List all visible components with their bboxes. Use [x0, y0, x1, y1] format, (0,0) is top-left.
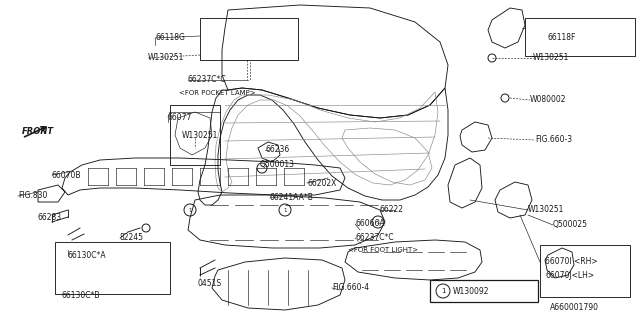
Text: 66130C*B: 66130C*B — [62, 292, 100, 300]
Text: 66077: 66077 — [168, 113, 193, 122]
Text: 66237C*C: 66237C*C — [355, 234, 394, 243]
Text: FIG.660-4: FIG.660-4 — [332, 284, 369, 292]
Bar — [525, 18, 635, 56]
Bar — [540, 245, 630, 297]
Text: W130251: W130251 — [148, 53, 184, 62]
Text: 66241AA*B: 66241AA*B — [270, 194, 314, 203]
Text: <FOR POCKET LAMP>: <FOR POCKET LAMP> — [179, 90, 255, 96]
Bar — [200, 18, 298, 60]
Text: 82245: 82245 — [120, 234, 144, 243]
Text: FIG.660-3: FIG.660-3 — [535, 135, 572, 145]
Text: 0451S: 0451S — [197, 278, 221, 287]
Text: <FOR FOOT LIGHT>: <FOR FOOT LIGHT> — [348, 247, 418, 253]
Text: W130251: W130251 — [528, 205, 564, 214]
Text: 1: 1 — [188, 207, 192, 212]
Bar — [55, 242, 170, 294]
Text: 1: 1 — [441, 288, 445, 294]
Text: 66283: 66283 — [38, 213, 62, 222]
Text: FIG.830: FIG.830 — [18, 191, 47, 201]
Text: Q500013: Q500013 — [260, 161, 295, 170]
Text: 66130C*A: 66130C*A — [68, 252, 107, 260]
Text: 66222: 66222 — [380, 205, 404, 214]
Text: 66066A: 66066A — [355, 220, 385, 228]
Text: 66236: 66236 — [265, 146, 289, 155]
Text: W130092: W130092 — [453, 286, 490, 295]
Text: W130251: W130251 — [182, 132, 218, 140]
Text: W130251: W130251 — [533, 53, 570, 62]
Text: 66070I <RH>: 66070I <RH> — [545, 258, 598, 267]
Text: 66118G: 66118G — [155, 34, 185, 43]
Text: Q500025: Q500025 — [553, 220, 588, 229]
Text: 1: 1 — [284, 207, 287, 212]
Text: FRONT: FRONT — [22, 127, 54, 137]
Text: W080002: W080002 — [530, 95, 566, 105]
Text: 66070J<LH>: 66070J<LH> — [545, 270, 594, 279]
Text: 66202X: 66202X — [307, 179, 337, 188]
Text: 66237C*C: 66237C*C — [188, 76, 227, 84]
Text: 66070B: 66070B — [52, 171, 81, 180]
Text: 66118F: 66118F — [548, 34, 577, 43]
Text: A660001790: A660001790 — [550, 303, 599, 313]
Text: 1: 1 — [376, 220, 380, 225]
